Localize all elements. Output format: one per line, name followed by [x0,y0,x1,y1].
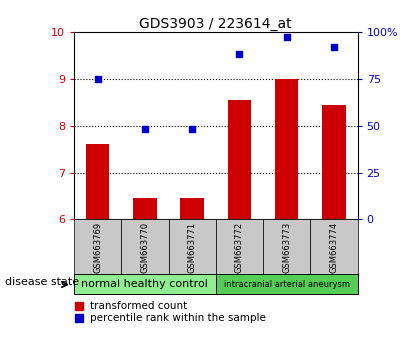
Text: GSM663770: GSM663770 [141,221,149,273]
Point [283,35,290,40]
Bar [133,198,157,219]
Text: GSM663772: GSM663772 [235,221,244,273]
Point [141,127,148,132]
Text: disease state: disease state [5,278,79,287]
Text: percentile rank within the sample: percentile rank within the sample [90,314,266,324]
Point [236,52,242,57]
Point [94,76,101,81]
Text: GSM663771: GSM663771 [188,221,196,273]
Bar [322,104,346,219]
Bar [180,198,204,219]
Text: transformed count: transformed count [90,302,187,312]
Bar [74,219,121,274]
Point [189,127,195,132]
Bar [275,79,298,219]
Bar [263,219,310,274]
Text: intracranial arterial aneurysm: intracranial arterial aneurysm [224,280,350,289]
Bar [216,274,358,295]
Bar [121,219,169,274]
Point [330,44,337,50]
Text: normal healthy control: normal healthy control [81,279,208,290]
Text: GSM663769: GSM663769 [93,221,102,273]
Title: GDS3903 / 223614_at: GDS3903 / 223614_at [139,17,292,31]
Bar [310,219,358,274]
Text: GSM663774: GSM663774 [330,221,338,273]
Bar [216,219,263,274]
Bar [74,274,216,295]
Bar [228,100,251,219]
Text: GSM663773: GSM663773 [282,221,291,273]
Bar [86,144,109,219]
Bar [169,219,216,274]
